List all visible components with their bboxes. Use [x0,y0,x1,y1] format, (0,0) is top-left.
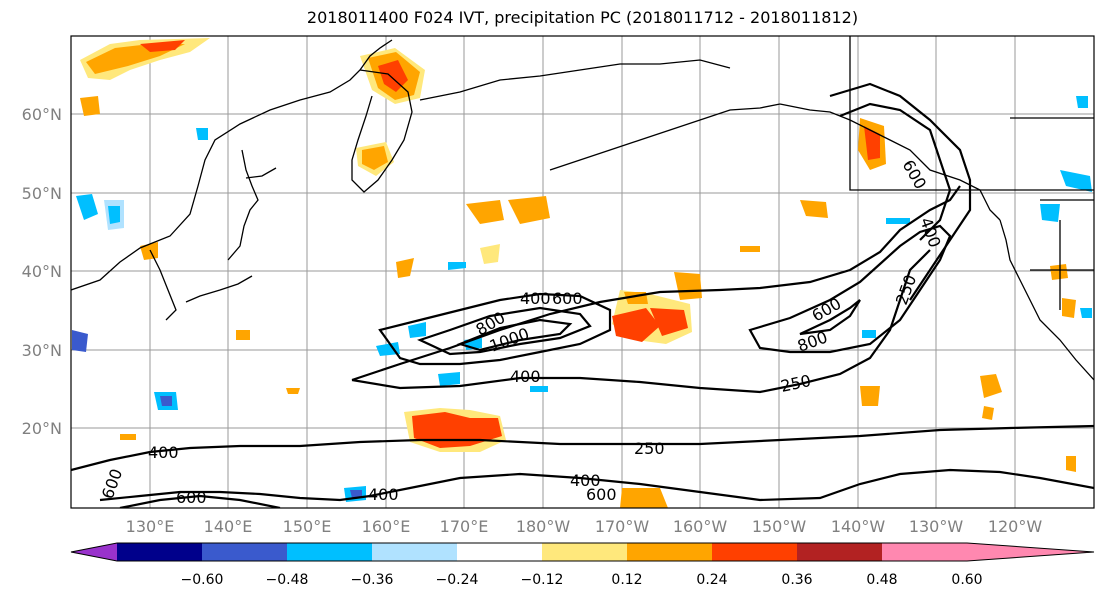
ivt-contours [71,82,1094,508]
colorbar-tick: 0.36 [781,572,812,588]
colorbar-tick: −0.60 [181,572,224,588]
lon-label: 130°W [909,517,964,536]
colorbar-tick: −0.24 [436,572,479,588]
colorbar-segment [627,543,712,561]
colorbar-segment [117,543,202,561]
lon-label: 150°E [283,517,332,536]
contour-labels: 600 400 1000 800 250 400 600 800 250 400… [98,157,945,508]
colorbar-segment [797,543,882,561]
contour-label: 400 [368,485,399,504]
lon-label: 120°W [988,517,1043,536]
colorbar [70,542,1095,562]
colorbar-tick: −0.12 [521,572,564,588]
longitude-labels: 130°E 140°E 150°E 160°E 170°E 180°W 170°… [126,517,1043,536]
lon-label: 170°E [440,517,489,536]
colorbar-segment [542,543,627,561]
contour-label: 600 [176,488,207,507]
lat-label: 40°N [22,262,62,281]
lon-label: 170°W [595,517,650,536]
colorbar-segment [287,543,372,561]
contour-label: 400 [520,289,551,308]
colorbar-tick: 0.48 [866,572,897,588]
contour-label: 400 [148,443,179,462]
lon-label: 150°W [752,517,807,536]
contour-label: 600 [586,485,617,504]
colorbar-ticks: −0.60 −0.48 −0.36 −0.24 −0.12 0.12 0.24 … [181,572,983,588]
colorbar-segment [202,543,287,561]
colorbar-tick: −0.36 [351,572,394,588]
latitude-labels: 60°N 50°N 40°N 30°N 20°N [22,105,62,438]
map-title: 2018011400 F024 IVT, precipitation PC (2… [306,8,859,27]
colorbar-tick: −0.48 [266,572,309,588]
colorbar-segment [882,543,967,561]
lon-label: 160°W [673,517,728,536]
lat-label: 50°N [22,184,62,203]
lat-label: 60°N [22,105,62,124]
colorbar-segment [372,543,457,561]
map-frame [71,36,1094,508]
contour-label: 400 [510,367,541,386]
lat-label: 30°N [22,341,62,360]
lon-label: 130°E [126,517,175,536]
colorbar-tick: 0.12 [611,572,642,588]
colorbar-segment [712,543,797,561]
contour-label: 600 [552,289,583,308]
lon-label: 160°E [362,517,411,536]
lon-label: 140°E [204,517,253,536]
colorbar-tick: 0.60 [951,572,982,588]
precip-shading [72,38,1092,508]
coastlines [71,36,1094,381]
lon-label: 140°W [831,517,886,536]
colorbar-extend-low [71,543,117,561]
colorbar-extend-high [967,543,1094,561]
colorbar-segment [457,543,542,561]
lat-label: 20°N [22,419,62,438]
lon-label: 180°W [516,517,571,536]
contour-label: 400 [570,471,601,490]
contour-label: 250 [634,439,665,458]
colorbar-tick: 0.24 [696,572,727,588]
